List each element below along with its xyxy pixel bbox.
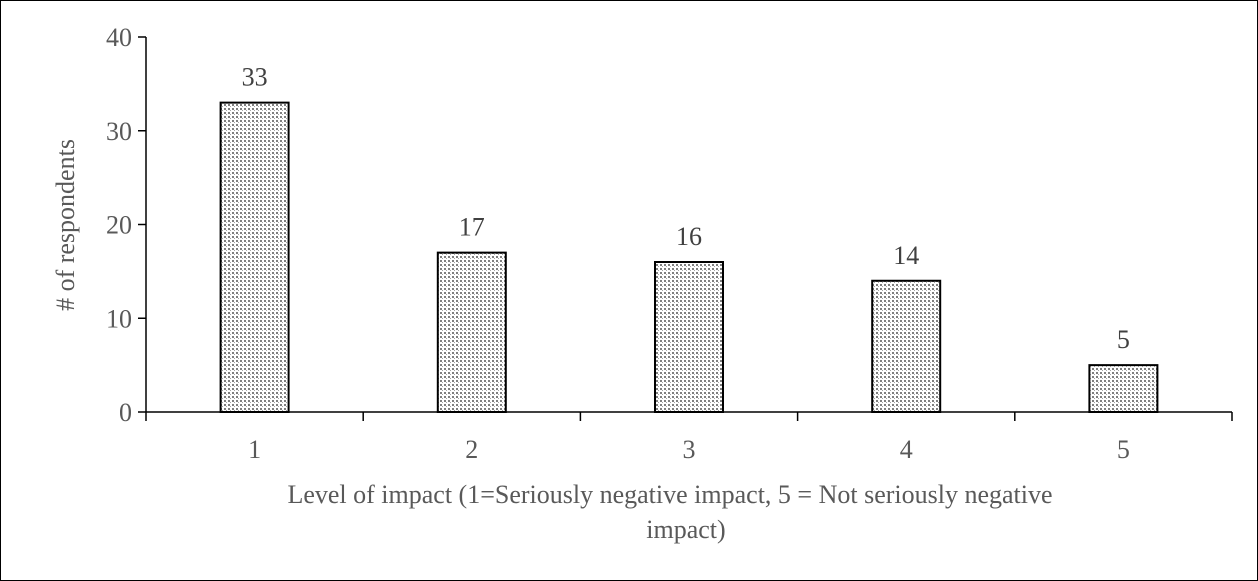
x-tick-label: 2	[465, 435, 478, 464]
y-axis-title: # of respondents	[51, 139, 80, 311]
x-axis-title-line-1: Level of impact (1=Seriously negative im…	[287, 480, 1052, 509]
x-tick-label: 4	[900, 435, 913, 464]
bar	[871, 279, 942, 413]
x-tick-label: 5	[1117, 435, 1130, 464]
y-tick-label: 20	[106, 211, 132, 240]
bar	[1088, 364, 1159, 413]
x-tick-label: 1	[248, 435, 261, 464]
bar	[654, 261, 724, 413]
x-tick-label: 3	[683, 435, 696, 464]
data-label: 16	[676, 222, 702, 251]
y-tick-label: 30	[106, 117, 132, 146]
bar	[219, 101, 290, 413]
data-label: 5	[1117, 325, 1130, 354]
data-label: 17	[459, 213, 485, 242]
x-axis-title-line-2: impact)	[646, 515, 725, 544]
y-tick-label: 40	[106, 23, 132, 52]
bar	[436, 251, 507, 413]
data-label: 33	[242, 63, 268, 92]
y-tick-label: 10	[106, 304, 132, 333]
y-tick-label: 0	[119, 398, 132, 427]
data-label: 14	[893, 241, 919, 270]
